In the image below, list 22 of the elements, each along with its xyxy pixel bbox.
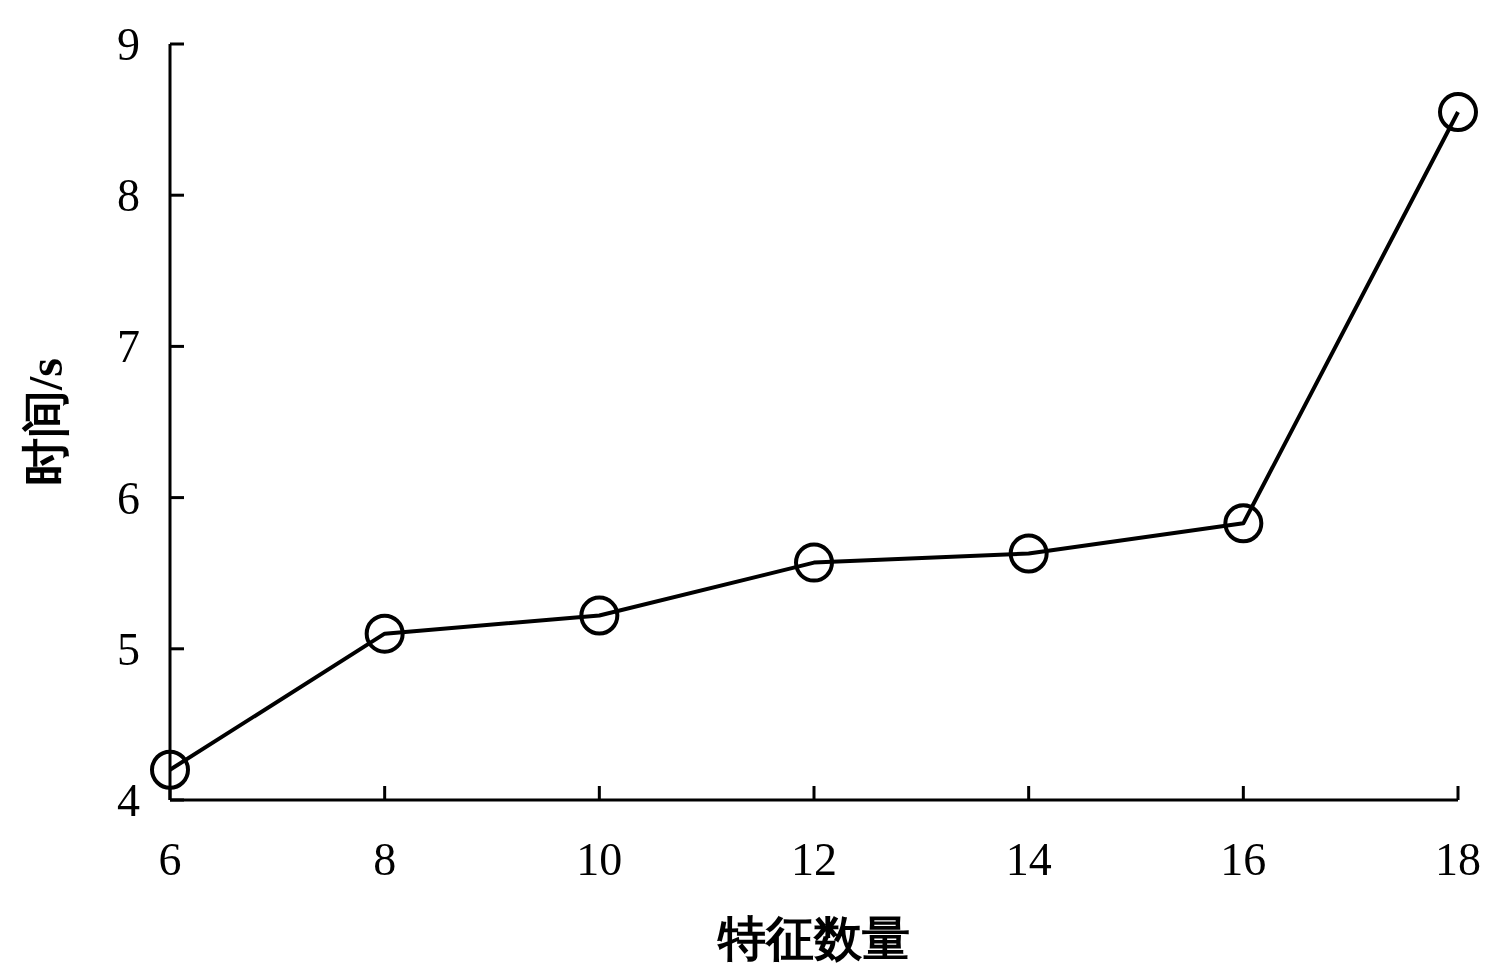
x-tick-label: 10 [576, 834, 623, 885]
point [1438, 92, 1478, 133]
x-tick-label: 8 [373, 834, 397, 885]
point [364, 613, 405, 654]
y-tick-label: 9 [117, 19, 140, 70]
x-tick-label: 18 [1435, 834, 1481, 885]
x-axis-title: 特征数量 [717, 912, 910, 965]
y-tick-label: 5 [117, 623, 140, 675]
y-axis-title: 时间/s [19, 357, 72, 487]
point [579, 595, 620, 636]
y-tick-label: 8 [117, 170, 140, 222]
x-tick-label: 6 [158, 834, 182, 885]
point [1008, 533, 1049, 574]
x-tick-label: 14 [1005, 834, 1052, 885]
y-tick-label: 4 [117, 775, 140, 826]
point [794, 542, 834, 583]
x-tick-label: 16 [1220, 834, 1267, 885]
y-tick-label: 6 [117, 472, 140, 524]
y-tick-label: 7 [117, 321, 140, 373]
point [150, 749, 190, 790]
x-tick-label: 12 [791, 834, 837, 885]
point [1223, 503, 1264, 544]
